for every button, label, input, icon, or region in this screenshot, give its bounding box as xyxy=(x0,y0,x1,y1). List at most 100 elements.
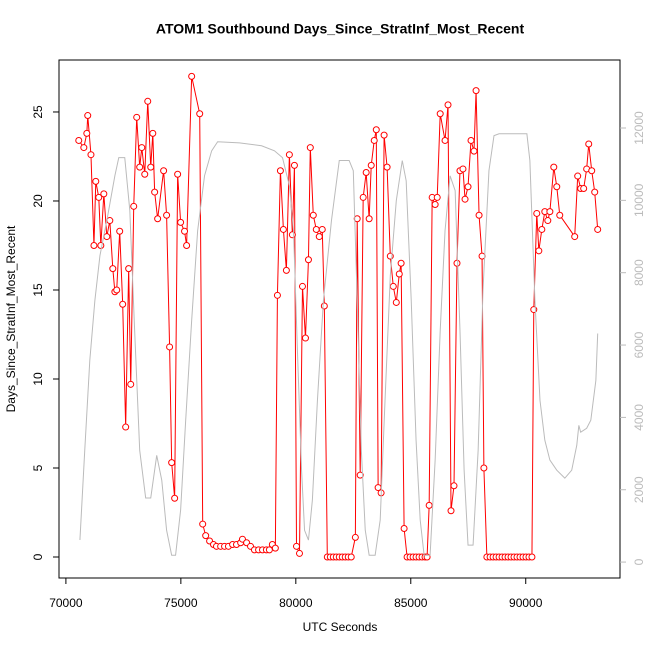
data-point xyxy=(109,265,117,273)
data-point xyxy=(318,225,326,233)
plot-frame xyxy=(58,59,621,579)
data-point xyxy=(84,112,92,120)
data-point xyxy=(365,215,373,223)
data-point xyxy=(285,151,293,159)
data-point xyxy=(92,177,100,185)
x-axis-title: UTC Seconds xyxy=(303,620,378,634)
data-point xyxy=(347,553,355,561)
data-point xyxy=(528,553,536,561)
data-point xyxy=(202,532,210,540)
data-point xyxy=(293,542,301,550)
data-point xyxy=(383,163,391,171)
data-point xyxy=(295,549,303,557)
data-point xyxy=(359,193,367,201)
data-point xyxy=(97,241,105,249)
data-point xyxy=(80,144,88,152)
data-point xyxy=(106,217,114,225)
data-point xyxy=(594,225,602,233)
data-point xyxy=(100,190,108,198)
data-point xyxy=(166,343,174,351)
y2-tick-label: 4000 xyxy=(632,404,646,431)
data-point xyxy=(122,423,130,431)
y-tick-label: 25 xyxy=(31,105,45,119)
data-point xyxy=(372,126,380,134)
data-point xyxy=(367,161,375,169)
y2-tick-label: 10000 xyxy=(632,183,646,217)
data-point xyxy=(141,170,149,178)
data-point xyxy=(196,110,204,118)
data-point xyxy=(160,167,168,175)
y-tick-label: 20 xyxy=(31,194,45,208)
data-point xyxy=(298,282,306,290)
y2-tick-label: 6000 xyxy=(632,331,646,358)
data-point xyxy=(276,167,284,175)
data-point xyxy=(125,265,133,273)
x-tick-label: 75000 xyxy=(164,596,198,610)
data-point xyxy=(436,110,444,118)
data-point xyxy=(133,113,141,121)
x-tick-label: 85000 xyxy=(394,596,428,610)
y2-tick-label: 2000 xyxy=(632,476,646,503)
data-point xyxy=(136,163,144,171)
data-point xyxy=(144,97,152,105)
data-point xyxy=(309,211,317,219)
data-point xyxy=(461,195,469,203)
data-point xyxy=(467,136,475,144)
data-point xyxy=(444,101,452,109)
data-point xyxy=(380,131,388,139)
data-point xyxy=(459,165,467,173)
y-tick-label: 5 xyxy=(31,464,45,471)
data-point xyxy=(127,380,135,388)
data-point xyxy=(464,183,472,191)
data-point xyxy=(574,172,582,180)
data-point xyxy=(395,270,403,278)
data-point xyxy=(171,494,179,502)
data-point xyxy=(580,185,588,193)
data-point xyxy=(282,266,290,274)
data-point xyxy=(538,225,546,233)
x-tick-label: 90000 xyxy=(509,596,543,610)
x-tick-label: 80000 xyxy=(279,596,313,610)
data-point xyxy=(177,218,185,226)
data-point xyxy=(433,193,441,201)
data-point xyxy=(475,211,483,219)
data-point xyxy=(174,170,182,178)
data-point xyxy=(183,241,191,249)
data-point xyxy=(154,215,162,223)
data-point xyxy=(447,507,455,515)
data-point xyxy=(312,225,320,233)
data-point xyxy=(116,227,124,235)
data-point xyxy=(544,217,552,225)
data-point xyxy=(113,286,121,294)
data-point xyxy=(553,183,561,191)
data-point xyxy=(400,525,408,533)
data-point xyxy=(95,193,103,201)
data-point xyxy=(315,233,323,241)
data-point xyxy=(168,459,176,467)
data-point xyxy=(304,256,312,264)
data-point xyxy=(199,520,207,528)
data-point xyxy=(90,241,98,249)
data-point xyxy=(370,136,378,144)
data-point xyxy=(181,227,189,235)
data-point xyxy=(147,163,155,171)
data-point xyxy=(290,161,298,169)
data-point xyxy=(585,140,593,148)
y2-tick-label: 8000 xyxy=(632,259,646,286)
data-point xyxy=(149,129,157,137)
data-point xyxy=(138,144,146,152)
data-point xyxy=(571,233,579,241)
data-point xyxy=(301,334,309,342)
data-point xyxy=(431,201,439,209)
data-point xyxy=(470,147,478,155)
data-point xyxy=(453,259,461,267)
data-point xyxy=(397,259,405,267)
data-point xyxy=(273,291,281,299)
data-point xyxy=(151,188,159,196)
data-point xyxy=(351,533,359,541)
data-point xyxy=(188,72,196,80)
data-point xyxy=(392,298,400,306)
x-tick-label: 70000 xyxy=(49,596,83,610)
data-point xyxy=(288,231,296,239)
